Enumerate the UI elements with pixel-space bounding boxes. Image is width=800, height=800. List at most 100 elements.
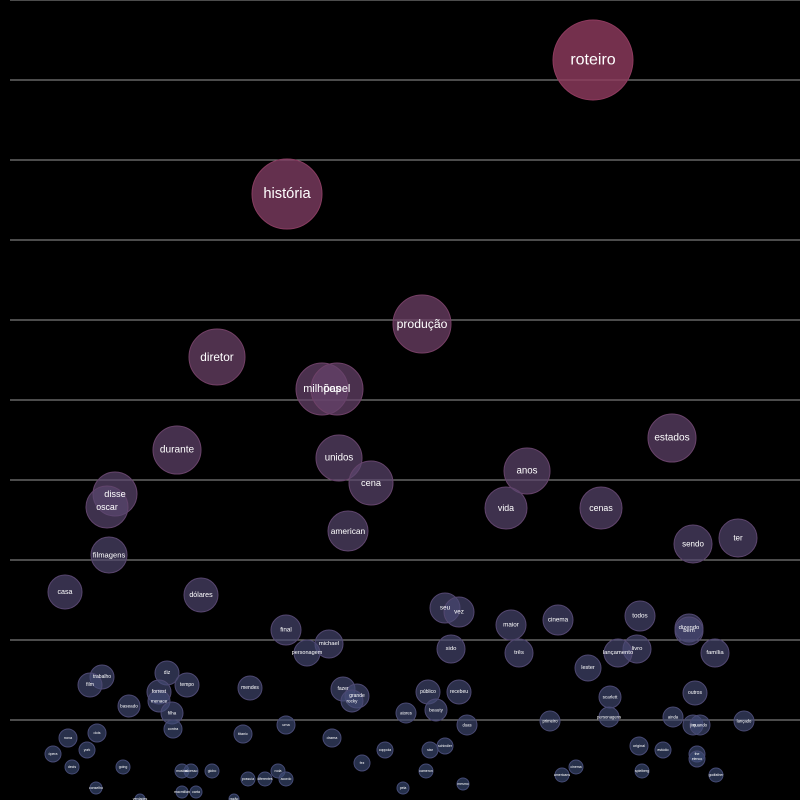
bubble xyxy=(251,158,323,230)
bubble-label: mendes xyxy=(241,685,259,691)
bubble-label: acordo xyxy=(281,777,292,781)
bubble-label: vida xyxy=(498,503,514,513)
bubble xyxy=(424,698,448,722)
bubble xyxy=(376,741,394,759)
bubble xyxy=(270,614,302,646)
bubble-label: carta xyxy=(192,790,200,794)
bubble xyxy=(634,763,650,779)
bubble xyxy=(718,518,758,558)
bubble xyxy=(539,710,561,732)
bubble-label: fazer xyxy=(337,686,348,692)
bubble-label: personagens xyxy=(597,715,621,720)
bubble xyxy=(421,741,439,759)
bubble xyxy=(77,672,103,698)
bubble xyxy=(174,672,200,698)
bubble-label: público xyxy=(420,689,436,695)
bubble-label: elenco xyxy=(692,757,702,761)
bubble-label: coppola xyxy=(379,748,391,752)
bubble-label: estúdio xyxy=(657,748,668,752)
bubble xyxy=(237,675,263,701)
bubble xyxy=(78,741,96,759)
bubble-label: estados xyxy=(654,433,689,444)
bubble-label: going xyxy=(119,765,128,769)
bubble-label: forrest xyxy=(152,689,167,695)
bubble xyxy=(278,771,294,787)
bubble-label: recebeu xyxy=(450,689,468,695)
bubble xyxy=(395,702,417,724)
bubble xyxy=(700,638,730,668)
bubble-label: uma xyxy=(282,723,290,727)
bubble-label: roda xyxy=(274,769,281,773)
bubble-label: dólares xyxy=(189,591,213,599)
bubble-labels: roteiro história produção diretor milhõespap… xyxy=(49,52,752,800)
bubble xyxy=(456,714,478,736)
bubble-label: disse xyxy=(104,489,125,499)
bubble xyxy=(152,425,202,475)
bubble-label: sendo xyxy=(682,540,704,549)
bubble xyxy=(689,714,711,736)
bubble-label: decis xyxy=(68,765,76,769)
bubble-label: mesmo xyxy=(457,782,469,786)
bubble xyxy=(315,434,363,482)
bubble xyxy=(64,759,80,775)
bubble xyxy=(624,600,656,632)
bubble xyxy=(240,771,256,787)
bubble-label: cinema xyxy=(548,617,569,624)
bubble-label: star xyxy=(427,748,434,752)
bubble-label: filha xyxy=(168,711,177,716)
bubble-label: americans xyxy=(554,773,570,777)
bubble-label: spielberg xyxy=(635,769,649,773)
bubble-label: trabalho xyxy=(93,674,111,680)
bubble xyxy=(446,679,472,705)
bubble xyxy=(579,486,623,530)
bubble xyxy=(58,728,78,748)
bubble xyxy=(353,754,371,772)
bubble-label: verdades xyxy=(133,797,148,800)
bubble-label: papel xyxy=(324,383,351,395)
bubble xyxy=(647,413,697,463)
bubble xyxy=(708,767,724,783)
bubble xyxy=(85,485,129,529)
bubble xyxy=(163,719,183,739)
bubble xyxy=(293,639,321,667)
bubble xyxy=(134,793,146,800)
bubble xyxy=(348,460,394,506)
bubble xyxy=(90,536,128,574)
bubble-label: tempo xyxy=(180,682,194,688)
bubble xyxy=(175,785,189,799)
bubble-label: nova xyxy=(64,736,73,740)
bubble xyxy=(598,706,620,728)
bubble-label: rocky xyxy=(347,699,359,704)
bubble xyxy=(204,763,220,779)
bubble-label: pela xyxy=(400,786,407,790)
bubble-label: livro xyxy=(632,646,644,652)
bubble-label: film xyxy=(86,682,94,688)
bubble xyxy=(552,19,634,101)
bubble-label: globo xyxy=(208,769,217,773)
bubble-label: diretor xyxy=(200,350,234,364)
bubble xyxy=(47,574,83,610)
bubble xyxy=(183,577,219,613)
bubble-label: sido xyxy=(446,646,458,652)
bubble xyxy=(257,771,273,787)
bubble xyxy=(542,604,574,636)
bubble-label: contra xyxy=(168,727,179,731)
bubble-label: unidos xyxy=(325,453,354,464)
bubble xyxy=(495,609,527,641)
bubbles xyxy=(44,19,758,800)
bubble-label: diferentes xyxy=(257,777,273,781)
bubble xyxy=(568,759,584,775)
bubble xyxy=(44,745,62,763)
bubble-label: titanic xyxy=(238,732,248,736)
bubble-label: família xyxy=(706,650,724,656)
bubble-label: cenas xyxy=(589,503,613,513)
bubble-label: três xyxy=(514,650,524,656)
bubble-label: menace xyxy=(151,699,168,704)
bubble-label: drama xyxy=(327,736,339,740)
bubble-label: schindler xyxy=(438,744,453,748)
bubble xyxy=(188,328,246,386)
bubble-label: personagem xyxy=(292,650,323,656)
bubble-label: york xyxy=(84,748,91,752)
bubble-label: ópera xyxy=(49,752,58,756)
